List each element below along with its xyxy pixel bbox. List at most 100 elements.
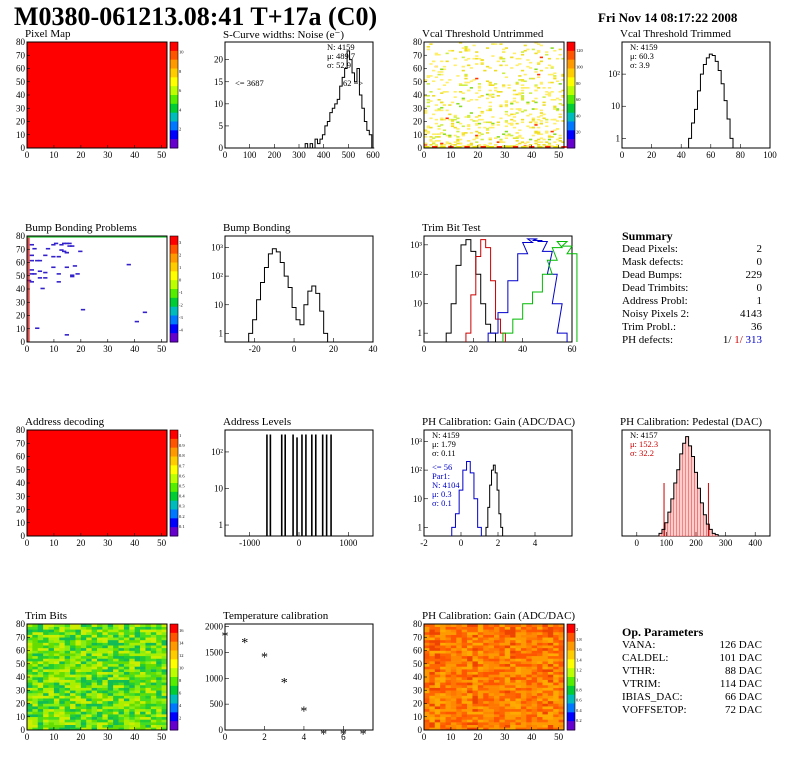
trim-bits-cell — [48, 642, 55, 646]
ph-gain-map-cell — [461, 700, 468, 704]
trim-bits-cell — [37, 724, 44, 728]
vcal-untrimmed-cell — [461, 97, 465, 100]
ph-gain-map-cell — [450, 695, 457, 699]
address-decoding-palette-tick: 0.4 — [179, 494, 185, 499]
ph-gain-map-cell — [494, 663, 500, 667]
vcal-untrimmed-cell — [464, 75, 468, 77]
trim-bits-cell — [118, 695, 125, 699]
ph-gain-map-cell — [434, 642, 441, 646]
vcal-untrimmed-cell — [467, 114, 471, 117]
ph-gain-map-cell — [553, 706, 559, 710]
trim-bits-cell — [123, 639, 130, 643]
trim-bits-cell — [145, 724, 152, 728]
trim-bits-cell — [161, 727, 168, 731]
bump-bonding-problems-cell — [29, 243, 34, 246]
trim-bits-cell — [59, 711, 65, 715]
trim-bits-cell — [43, 677, 49, 680]
vcal-untrimmed-cell — [526, 87, 530, 89]
trim-bits-cell — [27, 658, 33, 662]
trim-bits-cell — [161, 661, 168, 665]
vcal-untrimmed-cell — [426, 95, 430, 97]
vcal-untrimmed-cell — [424, 79, 428, 81]
trim-bits-cell — [134, 719, 141, 723]
ph-gain-map-cell — [440, 706, 446, 710]
ph-gain-map-cell — [445, 700, 452, 704]
ph-gain-map-cell — [526, 669, 532, 672]
vcal-untrimmed-cell — [558, 140, 562, 142]
ph-gain-map-cell — [483, 706, 489, 710]
trim-bits-cell — [37, 663, 44, 667]
ph-gain-map-cell — [531, 661, 538, 665]
trim-bits-cell — [118, 653, 125, 657]
trim-bits-cell — [75, 663, 82, 667]
trim-bits-cell — [140, 698, 146, 702]
vcal-untrimmed-cell — [542, 146, 546, 149]
row-label: Mask defects: — [622, 256, 684, 268]
trim-bits-cell — [91, 661, 98, 665]
trim-bits-cell — [91, 719, 98, 723]
vcal-untrimmed-cell — [440, 60, 444, 63]
trim-bits-cell — [123, 634, 130, 638]
trim-bits-cell — [107, 722, 114, 725]
ph-gain-map-cell — [504, 658, 511, 662]
ph-gain-map-cell — [445, 687, 452, 691]
trim-bits-cell — [91, 727, 98, 731]
vcal-untrimmed-cell — [510, 118, 514, 121]
ph-gain-map-cell — [537, 631, 543, 635]
ph-gain-map-cell — [440, 727, 446, 731]
trim-bits-cell — [145, 658, 152, 662]
ph-gain-map-cell — [429, 650, 436, 654]
trim-bits-ytick: 0 — [21, 725, 26, 735]
ph-gain-map-cell — [424, 679, 430, 683]
vcal-untrimmed-cell — [507, 134, 511, 137]
trim-bits-cell — [43, 642, 49, 646]
trim-bits-ytick: 80 — [16, 619, 26, 629]
ph-gain-map-cell — [526, 711, 532, 715]
ph-gain-map-cell — [434, 698, 441, 702]
address-decoding-ytick: 80 — [16, 425, 26, 435]
trim-bits-cell — [48, 698, 55, 702]
vcal-untrimmed-cell — [456, 138, 460, 141]
vcal-untrimmed-cell — [467, 89, 471, 92]
vcal-untrimmed-edge-cell — [456, 146, 462, 148]
vcal-untrimmed-cell — [440, 79, 444, 81]
trim-bits-cell — [161, 708, 168, 712]
trim-bits-cell — [32, 684, 39, 688]
scurve-widths-ytick: 15 — [214, 77, 224, 87]
address-decoding-palette-tick: 0.3 — [179, 504, 185, 509]
ph-gain-map-cell — [526, 658, 532, 662]
bump-bonding-problems-cell — [32, 273, 37, 275]
ph-gain-map-cell — [515, 708, 522, 712]
ph-gain-map-cell — [450, 626, 457, 630]
ph-gain-map-cell — [472, 624, 479, 627]
trim-bits-cell — [150, 703, 157, 707]
ph-gain-map-cell — [499, 690, 506, 694]
vcal-untrimmed-cell — [426, 75, 430, 77]
vcal-untrimmed-cell — [472, 57, 476, 60]
trim-bits-cell — [53, 671, 60, 675]
vcal-untrimmed-cell — [453, 144, 457, 146]
ph-gain-map-cell — [488, 655, 495, 659]
ph-gain-map-cell — [467, 724, 473, 728]
temperature-calibration-point: * — [241, 636, 248, 651]
ph-gain-map-cell — [472, 626, 479, 630]
pixel-map-title: Pixel Map — [25, 28, 71, 40]
bump-bonding-problems-cell — [67, 245, 72, 247]
ph-gain-map-cell — [456, 645, 462, 649]
vcal-untrimmed-xtick: 20 — [473, 150, 483, 160]
trim-bits-cell — [145, 655, 152, 659]
bump-bonding-problems-title: Bump Bonding Problems — [25, 222, 137, 234]
ph-gain-map-cell — [510, 714, 516, 718]
trim-bits-cell — [59, 637, 65, 641]
ph-gain-map-xtick: 50 — [554, 732, 564, 742]
trim-bits-cell — [118, 624, 125, 627]
ph-gain-map-cell — [429, 624, 436, 627]
trim-bits-cell — [91, 714, 98, 718]
trim-bits-palette-band — [170, 677, 178, 687]
ph-gain-map-cell — [440, 714, 446, 718]
trim-bits-cell — [75, 674, 82, 678]
bump-bonding-problems-cell — [51, 243, 56, 246]
trim-bits-cell — [37, 637, 44, 641]
trim-bits-cell — [86, 639, 92, 643]
